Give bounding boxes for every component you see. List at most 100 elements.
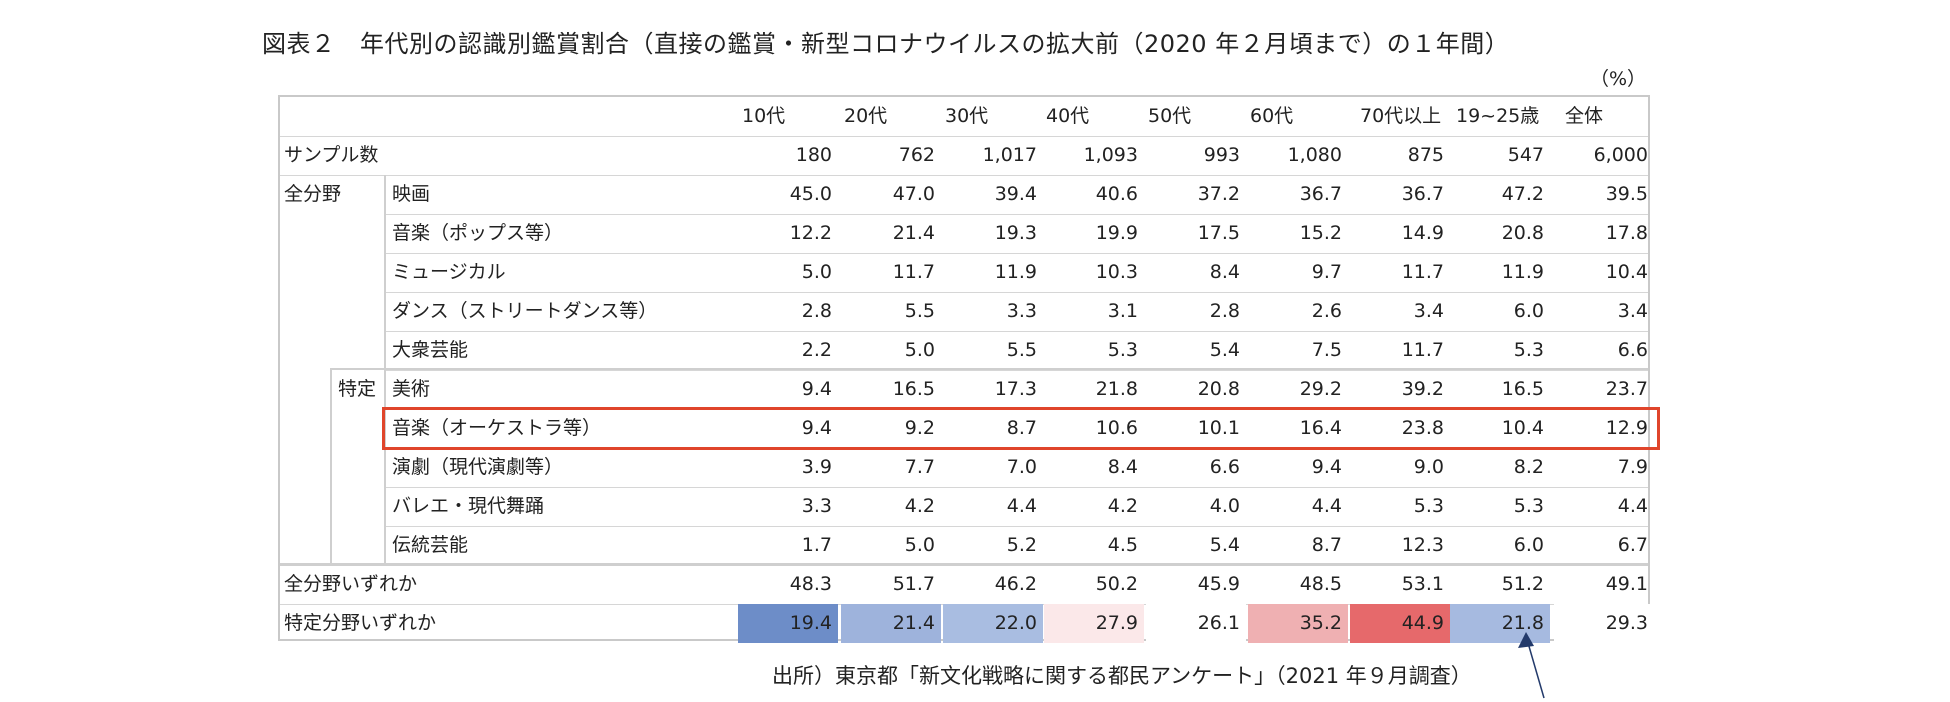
table-cell: 51.2: [1501, 573, 1544, 595]
table-cell: 4.5: [1107, 534, 1138, 556]
table-cell: 1.7: [801, 534, 832, 556]
table-cell: 27.9: [1044, 604, 1144, 643]
table-cell: 40.6: [1095, 183, 1138, 205]
table-cell: 6.7: [1617, 534, 1648, 556]
table-cell: 39.5: [1605, 183, 1648, 205]
divider: [384, 175, 386, 565]
table-row: ダンス（ストリートダンス等） 2.8 5.5 3.3 3.1 2.8 2.6 3.4 6.0 3.…: [280, 292, 1648, 332]
table-cell: 6.6: [1209, 456, 1240, 478]
table-cell: 9.4: [801, 417, 832, 439]
table-cell: 1,017: [982, 144, 1037, 166]
table-cell: 48.3: [789, 573, 832, 595]
table-cell: 12.2: [789, 222, 832, 244]
table-row: 大衆芸能 2.2 5.0 5.5 5.3 5.4 7.5 11.7 5.3 6.6: [280, 331, 1648, 371]
highlight-box: [382, 407, 1660, 450]
column-header: 60代: [1250, 105, 1294, 127]
table-cell: 3.4: [1413, 300, 1444, 322]
sample-row: サンプル数 180 762 1,017 1,093 993 1,080 875 547 6,000: [280, 136, 1648, 176]
table-cell: 4.4: [1617, 495, 1648, 517]
table-cell: 11.9: [1501, 261, 1544, 283]
row-label: 大衆芸能: [392, 339, 469, 361]
table-cell: 993: [1203, 144, 1240, 166]
table-cell: 6,000: [1593, 144, 1648, 166]
table-cell: 51.7: [892, 573, 935, 595]
table-cell: 21.8: [1095, 378, 1138, 400]
row-label: 映画: [392, 183, 431, 205]
row-label: 全分野いずれか: [284, 573, 418, 595]
table-cell: 1,093: [1083, 144, 1138, 166]
table-cell: 5.0: [801, 261, 832, 283]
table-cell: 23.8: [1401, 417, 1444, 439]
table-cell: 7.7: [904, 456, 935, 478]
table-cell: 180: [795, 144, 832, 166]
group-label-all: 全分野: [284, 183, 342, 205]
row-label: サンプル数: [284, 144, 379, 166]
column-header: 10代: [742, 105, 786, 127]
table-cell: 11.9: [994, 261, 1037, 283]
row-label: 美術: [392, 378, 431, 400]
table-cell: 6.0: [1513, 534, 1544, 556]
table-cell: 3.3: [801, 495, 832, 517]
row-label: 音楽（オーケストラ等）: [392, 417, 602, 439]
table-cell: 2.8: [1209, 300, 1240, 322]
table-cell: 10.3: [1095, 261, 1138, 283]
table-cell: 10.6: [1095, 417, 1138, 439]
column-header: 19~25歳: [1456, 105, 1540, 127]
table-cell: 17.8: [1605, 222, 1648, 244]
table-cell: 19.3: [994, 222, 1037, 244]
table-cell: 20.8: [1501, 222, 1544, 244]
column-header: 20代: [844, 105, 888, 127]
divider: [280, 563, 1648, 566]
any-all-row: 全分野いずれか 48.3 51.7 46.2 50.2 45.9 48.5 53.1 51.2 4…: [280, 565, 1648, 605]
table-cell: 6.6: [1617, 339, 1648, 361]
table-cell: 39.4: [994, 183, 1037, 205]
column-header: 40代: [1046, 105, 1090, 127]
table-cell: 37.2: [1197, 183, 1240, 205]
row-label: ミュージカル: [392, 261, 506, 283]
table-cell: 22.0: [943, 604, 1043, 643]
table-cell: 21.4: [841, 604, 941, 643]
table-cell: 19.9: [1095, 222, 1138, 244]
row-label: ダンス（ストリートダンス等）: [392, 300, 658, 322]
divider: [280, 369, 330, 566]
table-cell: 16.5: [1501, 378, 1544, 400]
column-header: 50代: [1148, 105, 1192, 127]
table-cell: 8.7: [1006, 417, 1037, 439]
table-cell: 39.2: [1401, 378, 1444, 400]
table-cell: 762: [898, 144, 935, 166]
table-cell: 1,080: [1287, 144, 1342, 166]
table-cell: 47.2: [1501, 183, 1544, 205]
table-cell: 26.1: [1146, 604, 1246, 643]
table-cell: 35.2: [1248, 604, 1348, 643]
table-cell: 7.5: [1311, 339, 1342, 361]
table-cell: 9.4: [801, 378, 832, 400]
source-note: 出所）東京都「新文化戦略に関する都民アンケート」（2021 年９月調査）: [772, 664, 1472, 688]
table-cell: 16.5: [892, 378, 935, 400]
table-cell: 4.2: [1107, 495, 1138, 517]
divider: [280, 213, 384, 371]
table-cell: 5.4: [1209, 339, 1240, 361]
table-cell: 9.2: [904, 417, 935, 439]
table-cell: 11.7: [892, 261, 935, 283]
group-label-specific: 特定: [338, 378, 377, 400]
table-cell: 15.2: [1299, 222, 1342, 244]
table-cell: 5.5: [904, 300, 935, 322]
table-cell: 12.9: [1605, 417, 1648, 439]
table-cell: 45.0: [789, 183, 832, 205]
table-cell: 4.4: [1006, 495, 1037, 517]
column-header: 70代以上: [1360, 105, 1442, 127]
table-cell: 14.9: [1401, 222, 1444, 244]
table-cell: 17.5: [1197, 222, 1240, 244]
table-cell: 3.3: [1006, 300, 1037, 322]
table-cell: 20.8: [1197, 378, 1240, 400]
table-cell: 5.0: [904, 339, 935, 361]
table-cell: 48.5: [1299, 573, 1342, 595]
table-cell: 10.4: [1501, 417, 1544, 439]
table-cell: 23.7: [1605, 378, 1648, 400]
table-cell: 2.8: [801, 300, 832, 322]
table-row: 演劇（現代演劇等） 3.9 7.7 7.0 8.4 6.6 9.4 9.0 8.2 7.9: [280, 448, 1648, 488]
table-cell: 16.4: [1299, 417, 1342, 439]
table-cell: 36.7: [1401, 183, 1444, 205]
table-cell: 7.0: [1006, 456, 1037, 478]
table-cell: 10.1: [1197, 417, 1240, 439]
